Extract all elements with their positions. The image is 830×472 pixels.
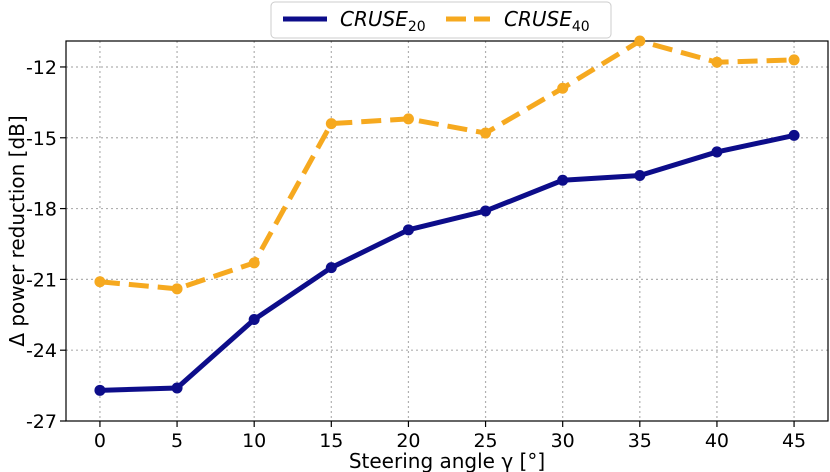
series-point-0 [634,170,646,182]
x-axis-label: Steering angle γ [°] [349,449,545,472]
axis-ticks: 0 5 10 15 20 25 30 35 40 45 -12 -15 -18 -21 -24 -27 [26,57,806,452]
plot-frame [65,40,829,422]
x-tick-label: 35 [628,430,652,452]
y-tick-label: -12 [26,57,57,79]
series-point-1 [325,118,337,130]
legend-box [270,1,612,39]
x-tick-label: 25 [473,430,497,452]
series-point-0 [788,129,800,141]
series-point-1 [402,113,414,125]
series-point-0 [325,262,337,274]
y-tick-label: -27 [26,411,57,433]
y-tick-label: -24 [26,340,57,362]
legend-entry-cruse20: CRUSE20 [340,7,426,35]
legend: CRUSE20 CRUSE40 [270,1,612,39]
series-point-0 [557,174,569,186]
series-point-1 [94,276,106,288]
series-line-1 [99,38,795,292]
y-tick-label: -21 [26,269,57,291]
y-tick-label: -18 [26,199,57,221]
x-tick-label: 40 [705,430,729,452]
series-point-0 [171,382,183,394]
series-point-0 [480,205,492,217]
x-tick-label: 15 [319,430,343,452]
x-tick-label: 30 [551,430,575,452]
x-tick-label: 20 [396,430,420,452]
y-axis-label: Δ power reduction [dB] [5,115,29,346]
series-point-1 [788,54,800,66]
series-point-1 [557,82,569,94]
legend-entry-cruse40: CRUSE40 [504,7,590,35]
series-point-1 [634,35,646,47]
series-point-0 [248,314,260,326]
series-point-0 [402,224,414,236]
x-tick-label: 10 [242,430,266,452]
legend-name-cruse40: CRUSE [504,7,572,31]
y-tick-label: -15 [26,128,57,150]
series-point-0 [711,146,723,158]
series-line-0 [99,132,795,393]
legend-subscript-cruse40: 40 [572,19,590,35]
x-tick-label: 0 [94,430,106,452]
x-tick-label: 5 [171,430,183,452]
series-point-1 [171,283,183,295]
series-point-1 [480,127,492,139]
x-tick-label: 45 [782,430,806,452]
legend-subscript-cruse20: 20 [408,19,426,35]
series-point-1 [711,56,723,68]
legend-name-cruse20: CRUSE [340,7,408,31]
grid-lines [66,41,828,421]
series-layer [94,35,800,396]
series-point-1 [248,257,260,269]
series-point-0 [94,384,106,396]
